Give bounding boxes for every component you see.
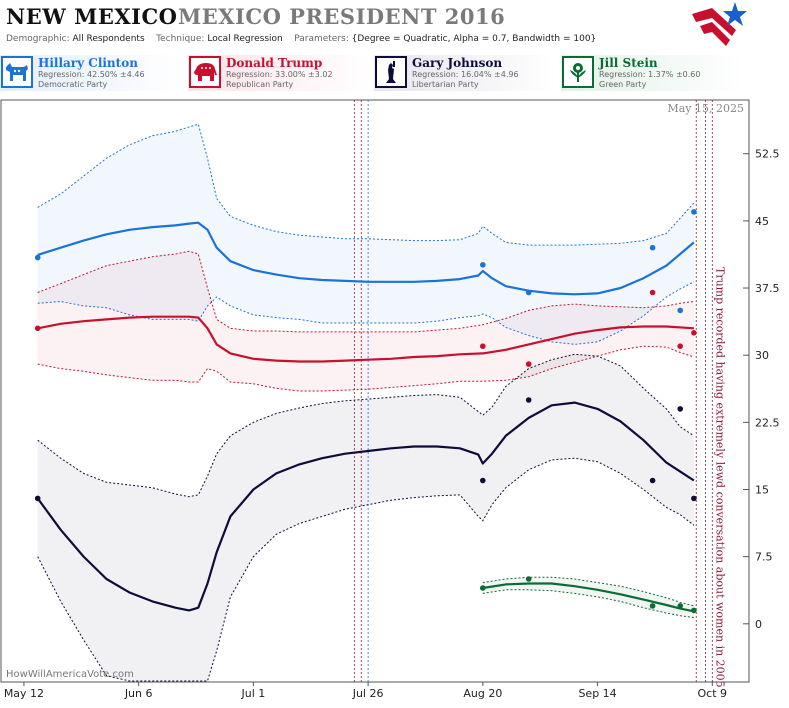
y-tick-label: 0 <box>755 618 762 631</box>
race-title: MEXICO PRESIDENT 2016 <box>178 4 506 29</box>
legend-item-clinton: Hillary Clinton Regression: 42.50% ±4.46… <box>0 55 185 91</box>
technique-value: Local Regression <box>207 34 283 44</box>
regression-line <box>37 221 695 296</box>
watermark: HowWillAmericaVote.com <box>6 669 134 680</box>
poll-point <box>525 576 532 582</box>
state-title: NEW MEXICO <box>6 4 178 29</box>
y-tick-label: 15 <box>755 483 769 496</box>
legend-item-trump: Donald Trump Regression: 33.00% ±3.02 Re… <box>188 55 373 91</box>
demographic-value: All Respondents <box>72 34 145 44</box>
statue-of-liberty-icon <box>375 56 407 88</box>
poll-point <box>677 307 683 314</box>
parameters-label: Parameters: <box>294 34 349 44</box>
poll-point <box>480 262 486 268</box>
lower-bound-line <box>37 281 695 345</box>
parameters-value: {Degree = Quadratic, Alpha = 0.7, Bandwi… <box>351 34 597 44</box>
confidence-band <box>482 577 694 618</box>
y-tick-label: 45 <box>755 215 769 228</box>
poll-point <box>480 343 486 349</box>
candidate-legend: Hillary Clinton Regression: 42.50% ±4.46… <box>0 55 789 91</box>
poll-point <box>480 477 486 484</box>
legend-regression: Regression: 1.37% ±0.60 <box>599 70 701 79</box>
poll-point <box>677 343 683 349</box>
x-tick-label: Sep 14 <box>578 687 616 700</box>
poll-point <box>691 607 697 614</box>
poll-point <box>691 330 697 336</box>
regression-chart: 0 7.5 15 22.5 30 37.5 45 52.5 May 12 Jun 6 Jul 1 J… <box>0 99 780 700</box>
upper-bound-line <box>37 353 695 498</box>
poll-point <box>525 397 532 403</box>
poll-point <box>691 209 697 215</box>
legend-name: Hillary Clinton <box>38 56 138 70</box>
technique-label: Technique: <box>156 34 205 44</box>
y-tick-label: 22.5 <box>755 416 780 429</box>
y-tick-label: 37.5 <box>755 282 780 295</box>
legend-party: Green Party <box>599 80 647 89</box>
site-logo-icon <box>692 2 747 46</box>
plot-frame <box>0 99 750 683</box>
donkey-icon <box>1 56 33 88</box>
poll-point <box>649 244 656 251</box>
poll-point <box>525 361 532 367</box>
legend-item-stein: Jill Stein Regression: 1.37% ±0.60 Green… <box>561 55 746 91</box>
legend-regression: Regression: 42.50% ±4.46 <box>38 70 145 79</box>
legend-item-johnson: Gary Johnson Regression: 16.04% ±4.96 Li… <box>374 55 559 91</box>
x-tick-label: Oct 9 <box>698 687 728 700</box>
event-annotation: Trump recorded having extremely lewd con… <box>713 267 726 688</box>
plot-area: 0 7.5 15 22.5 30 37.5 45 52.5 May 12 Jun 6 Jul 1 J… <box>0 92 789 704</box>
regression-line <box>37 315 694 363</box>
confidence-band <box>37 124 694 345</box>
poll-point <box>525 289 532 296</box>
confidence-band <box>37 251 694 391</box>
legend-name: Gary Johnson <box>412 56 503 70</box>
poll-point <box>34 254 41 261</box>
lower-bound-line <box>37 345 695 392</box>
elephant-icon <box>189 56 221 88</box>
regression-line <box>36 401 695 612</box>
legend-name: Donald Trump <box>226 56 323 70</box>
date-stamp: May 15, 2025 <box>667 102 744 115</box>
y-tick-label: 30 <box>755 349 769 362</box>
x-tick-label: Jul 26 <box>352 687 384 700</box>
poll-point <box>677 406 683 412</box>
y-tick-label: 7.5 <box>755 551 773 564</box>
x-tick-label: Aug 20 <box>463 687 502 700</box>
poll-point <box>34 325 41 332</box>
legend-regression: Regression: 16.04% ±4.96 <box>412 70 519 79</box>
legend-name: Jill Stein <box>599 56 658 70</box>
poll-point <box>480 585 486 591</box>
poll-point <box>691 495 697 502</box>
x-tick-label: Jun 6 <box>124 687 153 700</box>
x-tick-label: May 12 <box>4 687 44 700</box>
header: NEW MEXICO MEXICO PRESIDENT 2016 Demogra… <box>0 0 789 56</box>
poll-point <box>649 603 656 609</box>
upper-bound-line <box>37 250 694 333</box>
poll-point <box>649 289 656 296</box>
poll-point <box>649 477 656 484</box>
y-tick-label: 52.5 <box>755 148 780 161</box>
legend-party: Libertarian Party <box>412 80 479 89</box>
legend-party: Democratic Party <box>38 80 108 89</box>
legend-party: Republican Party <box>226 80 294 89</box>
x-tick-label: Jul 1 <box>241 687 266 700</box>
lower-bound-line <box>37 457 695 682</box>
demographic-label: Demographic: <box>6 34 70 44</box>
flower-icon <box>562 56 594 88</box>
poll-point <box>677 603 683 609</box>
regression-line <box>482 582 695 613</box>
legend-regression: Regression: 33.00% ±3.02 <box>226 70 333 79</box>
poll-point <box>34 495 41 502</box>
parameters-line: Demographic: All Respondents Technique: … <box>6 34 596 44</box>
